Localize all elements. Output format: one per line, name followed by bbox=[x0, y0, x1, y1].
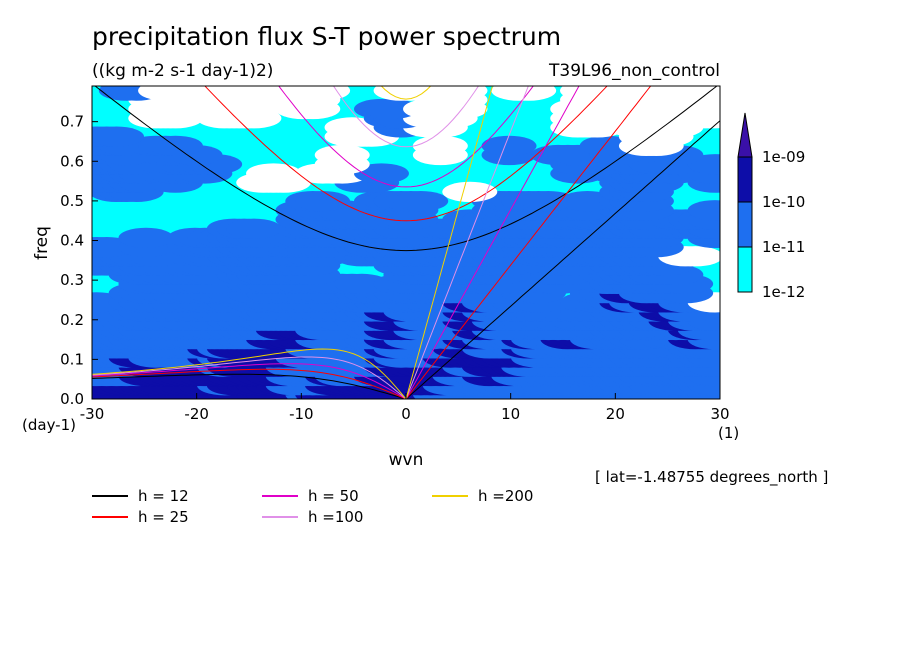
y-unit-label: (day-1) bbox=[22, 416, 76, 434]
dispersion-curves bbox=[92, 86, 720, 399]
heatmap-cell bbox=[92, 126, 144, 147]
x-unit-label: (1) bbox=[718, 424, 739, 442]
colorbar-label: 1e-12 bbox=[762, 283, 805, 301]
legend-label: h = 50 bbox=[308, 487, 359, 505]
heatmap-cell bbox=[579, 135, 635, 156]
x-axis-label: wvn bbox=[389, 450, 424, 470]
x-tick-label: 30 bbox=[710, 405, 729, 423]
inertio-gravity-curve bbox=[380, 86, 432, 100]
legend: h = 12 h = 25 h = 50 h =100 h =200 bbox=[92, 487, 533, 526]
y-tick-label: 0.4 bbox=[60, 232, 84, 250]
colorbar-label: 1e-10 bbox=[762, 193, 805, 211]
colorbar-label: 1e-11 bbox=[762, 238, 805, 256]
colorbar-segment bbox=[737, 156, 753, 203]
heatmap-cell bbox=[687, 86, 720, 101]
y-tick-label: 0.7 bbox=[60, 113, 84, 131]
heatmap-cell bbox=[687, 200, 720, 221]
heatmap-cell bbox=[334, 273, 390, 295]
x-tick-label: -30 bbox=[80, 405, 105, 423]
y-axis: 0.0 0.1 0.2 0.3 0.4 0.5 0.6 0.7 bbox=[60, 113, 98, 408]
kelvin-curve bbox=[405, 86, 494, 399]
rossby-curve bbox=[92, 363, 407, 399]
x-tick-label: -10 bbox=[289, 405, 314, 423]
heatmap-cell bbox=[314, 144, 370, 166]
y-tick-label: 0.1 bbox=[60, 350, 84, 368]
heatmap-cell bbox=[393, 190, 449, 212]
inertio-gravity-curve bbox=[94, 86, 718, 252]
rossby-curve bbox=[92, 348, 407, 399]
heatmap-cell bbox=[442, 181, 498, 202]
legend-label: h =100 bbox=[308, 508, 363, 526]
heatmap-cell bbox=[432, 86, 488, 101]
kelvin-curve bbox=[405, 86, 580, 399]
y-tick-label: 0.5 bbox=[60, 192, 84, 210]
chart-title: precipitation flux S-T power spectrum bbox=[92, 22, 561, 51]
legend-label: h = 25 bbox=[138, 508, 189, 526]
colorbar-segment bbox=[737, 246, 753, 293]
heatmap-cell bbox=[324, 117, 380, 138]
heatmap-cell bbox=[118, 227, 174, 249]
kelvin-curve bbox=[405, 86, 652, 399]
experiment-label: T39L96_non_control bbox=[548, 61, 720, 81]
colorbar: 1e-12 1e-11 1e-10 1e-09 bbox=[737, 112, 805, 301]
heatmap-cell bbox=[412, 135, 468, 156]
heatmap-field bbox=[92, 86, 720, 399]
x-axis: -30 -20 -10 0 10 20 30 bbox=[80, 393, 730, 423]
chart-subtitle: ((kg m-2 s-1 day-1)2) bbox=[92, 61, 273, 81]
legend-label: h =200 bbox=[478, 487, 533, 505]
kelvin-curve bbox=[405, 120, 720, 399]
x-tick-label: -20 bbox=[184, 405, 209, 423]
heatmap-cell bbox=[481, 135, 537, 156]
heatmap-cell bbox=[353, 163, 409, 184]
heatmap-cell bbox=[226, 218, 282, 239]
inertio-gravity-curve bbox=[278, 86, 534, 188]
rossby-curve bbox=[92, 368, 407, 399]
heatmap-cell bbox=[560, 190, 616, 212]
x-tick-label: 10 bbox=[501, 405, 520, 423]
inertio-gravity-curve bbox=[204, 86, 608, 222]
latitude-note: [ lat=-1.48755 degrees_north ] bbox=[595, 468, 828, 487]
heatmap-cell bbox=[246, 163, 302, 184]
x-tick-label: 0 bbox=[401, 405, 411, 423]
y-axis-label: freq bbox=[32, 226, 52, 260]
heatmap-cell bbox=[501, 86, 557, 101]
x-tick-label: 20 bbox=[606, 405, 625, 423]
colorbar-arrow bbox=[737, 112, 753, 158]
inertio-gravity-curve bbox=[332, 86, 480, 148]
y-tick-label: 0.6 bbox=[60, 152, 84, 170]
colorbar-label: 1e-09 bbox=[762, 148, 805, 166]
heatmap-cell bbox=[363, 98, 419, 120]
y-tick-label: 0.3 bbox=[60, 271, 84, 289]
y-tick-label: 0.0 bbox=[60, 390, 84, 408]
y-tick-label: 0.2 bbox=[60, 311, 84, 329]
colorbar-segment bbox=[737, 201, 753, 248]
heatmap-cell bbox=[295, 190, 351, 212]
rossby-curve bbox=[92, 373, 407, 399]
legend-label: h = 12 bbox=[138, 487, 189, 505]
rossby-curve bbox=[92, 356, 407, 399]
kelvin-curve bbox=[405, 86, 529, 399]
